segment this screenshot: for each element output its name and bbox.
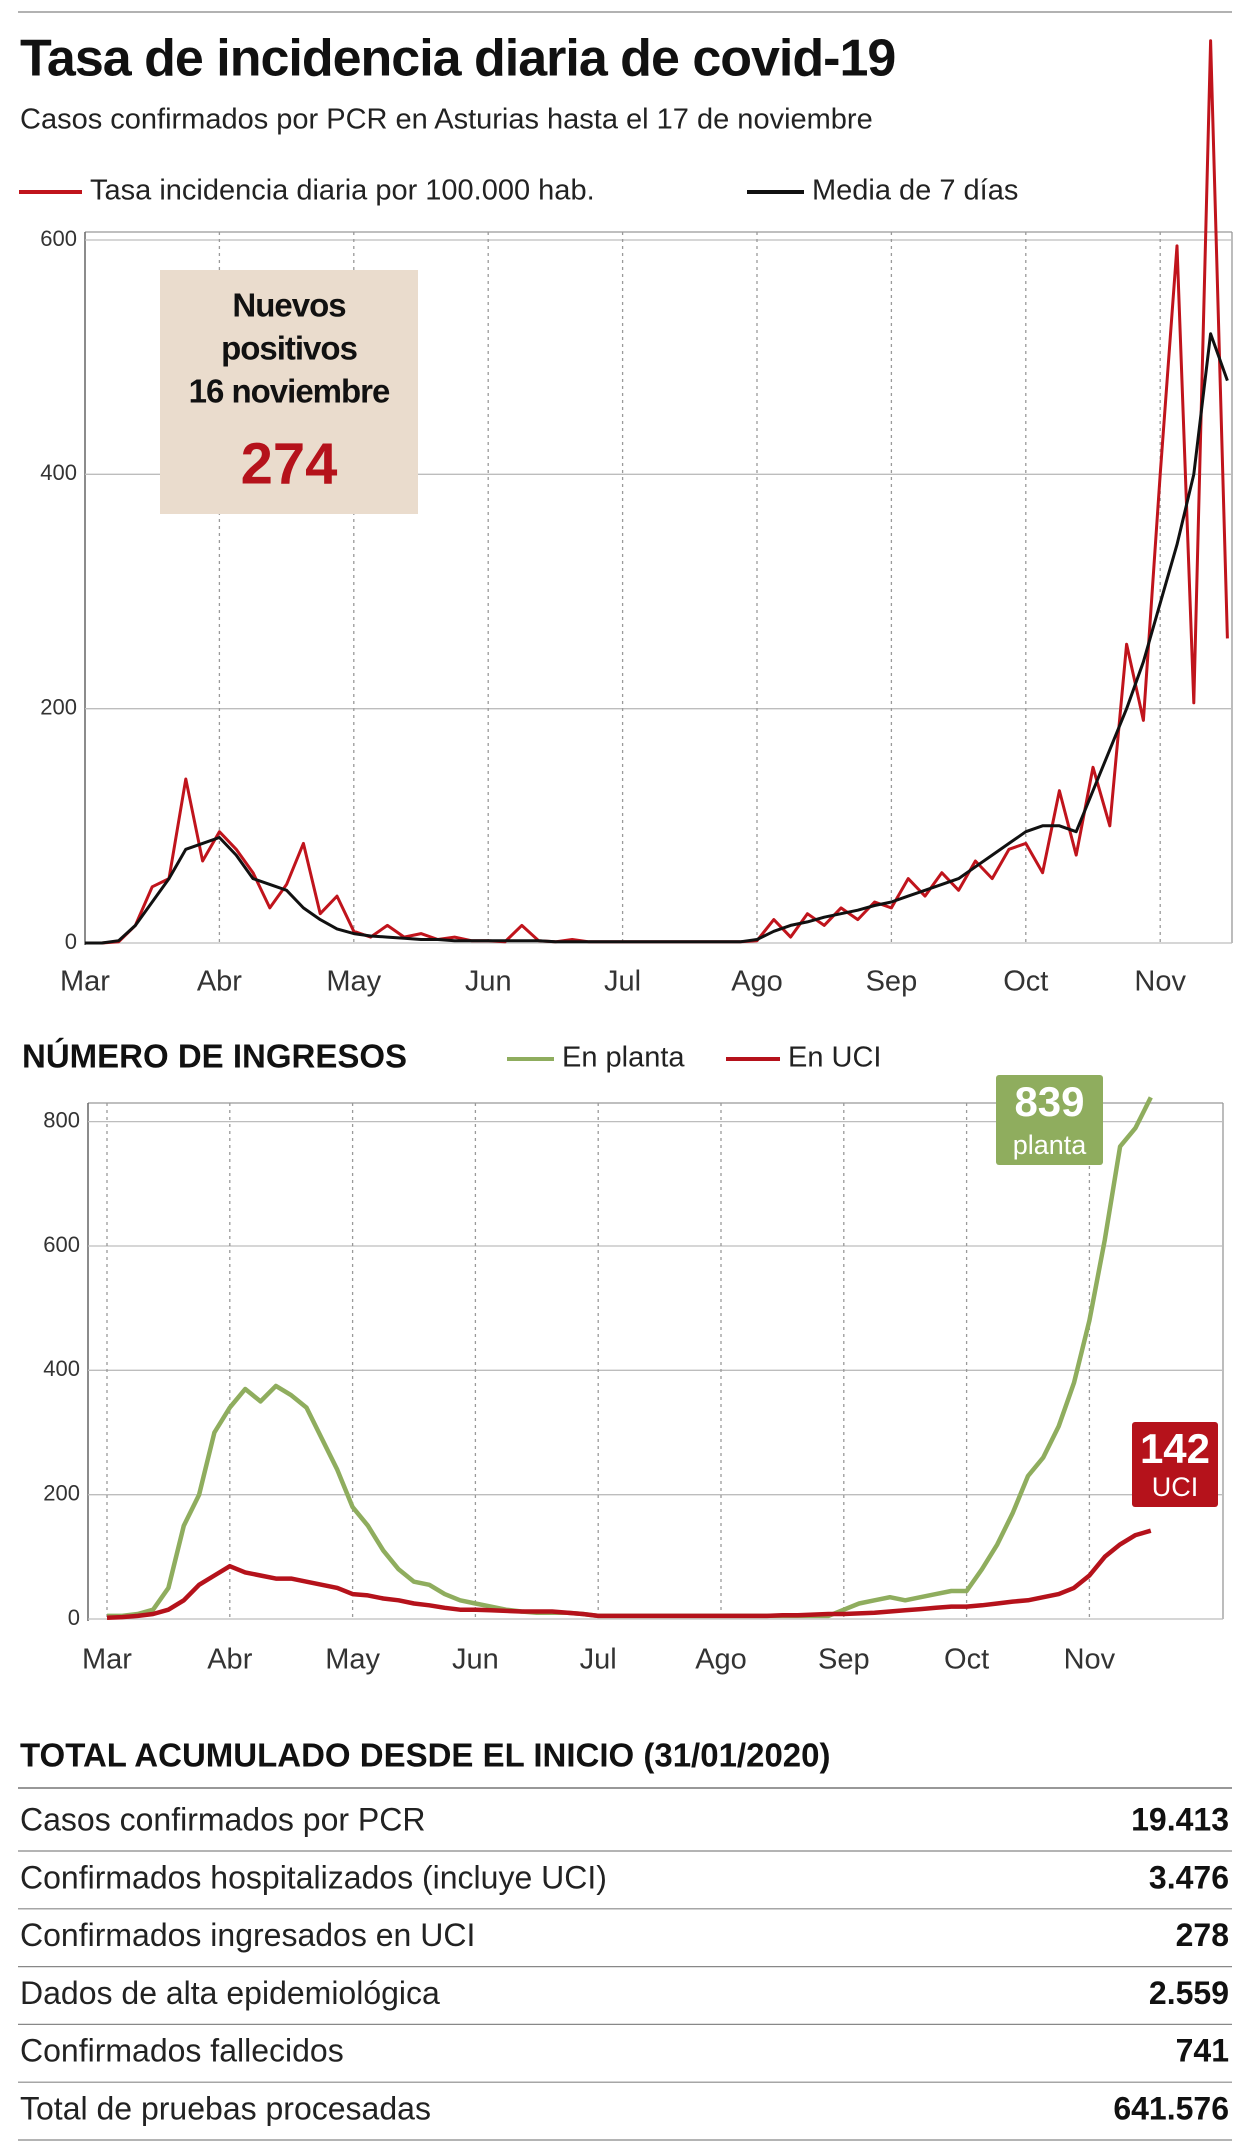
row-label: Dados de alta epidemiológica xyxy=(20,1975,440,2011)
x-tick-label: Jun xyxy=(452,1644,499,1676)
x-tick-label: Abr xyxy=(207,1644,252,1676)
row-label: Confirmados ingresados en UCI xyxy=(20,1917,475,1953)
y-tick-label: 0 xyxy=(68,1605,80,1630)
end-label-value: 839 xyxy=(1014,1078,1084,1125)
row-value: 19.413 xyxy=(1131,1801,1229,1837)
series-line xyxy=(85,332,1229,945)
chart-title: NÚMERO DE INGRESOS xyxy=(22,1038,407,1075)
legend-label: Tasa incidencia diaria por 100.000 hab. xyxy=(90,175,595,207)
x-tick-label: Jul xyxy=(604,966,641,998)
x-tick-label: Sep xyxy=(818,1644,870,1676)
annotation-text: 16 noviembre xyxy=(189,373,390,410)
x-tick-label: Mar xyxy=(60,966,110,998)
x-tick-label: May xyxy=(326,966,381,998)
x-tick-label: Jun xyxy=(465,966,512,998)
x-tick-label: Jul xyxy=(580,1644,617,1676)
y-tick-label: 400 xyxy=(43,1356,80,1381)
y-tick-label: 400 xyxy=(40,460,77,485)
y-tick-label: 800 xyxy=(43,1107,80,1132)
end-label-value: 142 xyxy=(1140,1425,1210,1472)
legend-label: En UCI xyxy=(788,1042,881,1074)
chart-subtitle: Casos confirmados por PCR en Asturias ha… xyxy=(20,104,873,136)
row-value: 2.559 xyxy=(1149,1975,1229,2011)
x-tick-label: Oct xyxy=(944,1644,989,1676)
end-label-box xyxy=(996,1075,1103,1165)
row-label: Confirmados hospitalizados (incluye UCI) xyxy=(20,1859,607,1895)
row-value: 3.476 xyxy=(1149,1859,1229,1895)
row-label: Casos confirmados por PCR xyxy=(20,1801,425,1837)
y-tick-label: 600 xyxy=(43,1232,80,1257)
y-tick-label: 600 xyxy=(40,226,77,251)
x-tick-label: Sep xyxy=(866,966,918,998)
x-tick-label: May xyxy=(325,1644,380,1676)
row-value: 278 xyxy=(1176,1917,1229,1953)
x-tick-label: Ago xyxy=(695,1644,747,1676)
annotation-text: Nuevos xyxy=(232,287,345,324)
end-label-text: UCI xyxy=(1152,1472,1199,1502)
table-title: TOTAL ACUMULADO DESDE EL INICIO (31/01/2… xyxy=(20,1737,831,1774)
legend-label: Media de 7 días xyxy=(812,175,1018,207)
x-tick-label: Nov xyxy=(1134,966,1186,998)
row-label: Confirmados fallecidos xyxy=(20,2033,344,2069)
series-line xyxy=(106,1528,1152,1621)
x-tick-label: Ago xyxy=(731,966,783,998)
chart-title: Tasa de incidencia diaria de covid-19 xyxy=(20,30,895,88)
x-tick-label: Nov xyxy=(1064,1644,1116,1676)
annotation-value: 274 xyxy=(241,431,338,496)
x-tick-label: Mar xyxy=(82,1644,132,1676)
row-label: Total de pruebas procesadas xyxy=(20,2090,431,2126)
y-tick-label: 200 xyxy=(40,694,77,719)
row-value: 641.576 xyxy=(1113,2090,1229,2126)
x-tick-label: Abr xyxy=(197,966,242,998)
series-line xyxy=(107,1096,1153,1619)
end-label-box xyxy=(1132,1422,1218,1507)
annotation-text: positivos xyxy=(221,330,357,367)
x-tick-label: Oct xyxy=(1003,966,1048,998)
legend-label: En planta xyxy=(562,1042,685,1074)
end-label-text: planta xyxy=(1013,1130,1088,1160)
y-tick-label: 200 xyxy=(43,1480,80,1505)
row-value: 741 xyxy=(1176,2033,1229,2069)
annotation-box xyxy=(160,270,418,514)
y-tick-label: 0 xyxy=(65,929,77,954)
